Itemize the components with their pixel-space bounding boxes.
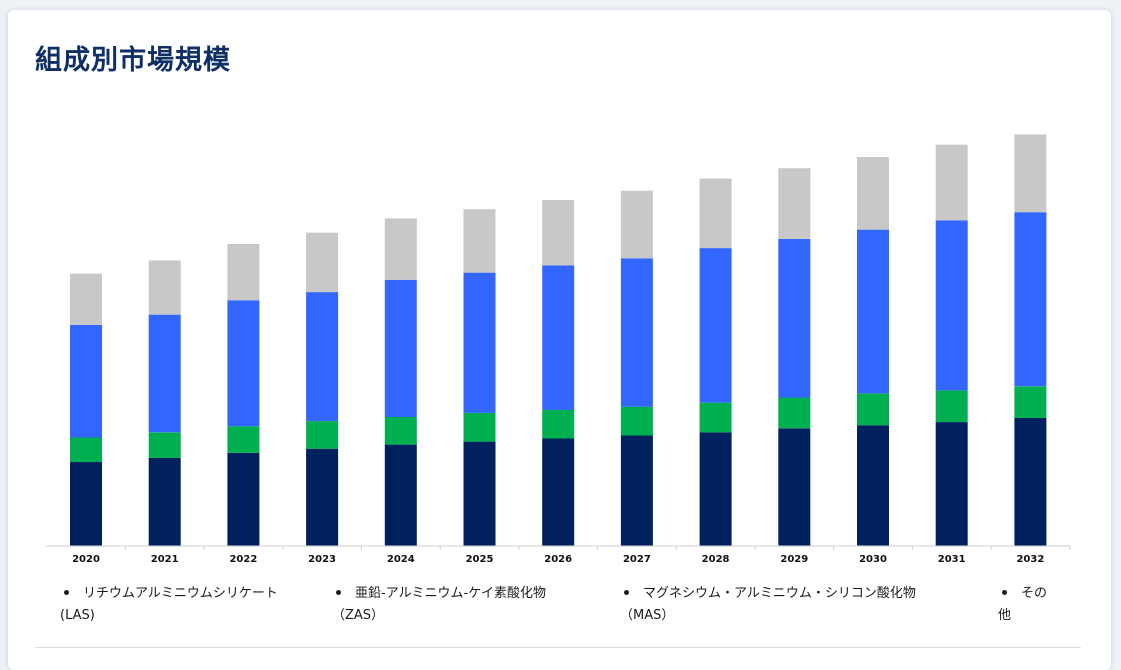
bar-segment-2023-s3 bbox=[306, 232, 339, 293]
bar-segment-2024-s3 bbox=[384, 218, 417, 280]
bar-segment-2027-s2 bbox=[620, 258, 653, 407]
bar-segment-2032-s0 bbox=[1014, 418, 1047, 546]
bullet-icon bbox=[336, 589, 341, 595]
bar-segment-2031-s3 bbox=[935, 144, 968, 221]
bar-segment-2023-s0 bbox=[306, 448, 339, 546]
bar-segment-2024-s1 bbox=[384, 417, 417, 445]
x-tick-label: 2030 bbox=[859, 554, 887, 565]
bar-segment-2031-s0 bbox=[935, 422, 968, 546]
bar-segment-2026-s1 bbox=[542, 409, 575, 439]
bar-segment-2024-s2 bbox=[384, 279, 417, 417]
bar-segment-2029-s1 bbox=[778, 397, 811, 429]
stacked-bar-chart: 2020 2021 2022 2023 2024 2025 2026 2027 2028 2029… bbox=[46, 134, 1071, 565]
bullet-icon bbox=[1002, 589, 1007, 595]
x-tick-label: 2032 bbox=[1016, 554, 1044, 565]
divider bbox=[35, 647, 1081, 648]
bullet-icon bbox=[64, 589, 69, 595]
chart-card: 組成別市場規模 2020 2021 2022 2023 2024 2025 2026 2027… bbox=[8, 10, 1111, 670]
x-tick-label: 2025 bbox=[466, 554, 494, 565]
bar-segment-2021-s0 bbox=[148, 458, 181, 546]
bar-segment-2032-s1 bbox=[1014, 386, 1047, 418]
bar-segment-2022-s3 bbox=[227, 244, 260, 301]
bar-segment-2026-s0 bbox=[542, 438, 575, 546]
bar-segment-2020-s3 bbox=[70, 273, 102, 325]
bar-segment-2022-s1 bbox=[227, 426, 260, 453]
bar-segment-2025-s0 bbox=[463, 441, 496, 546]
bar-segment-2029-s0 bbox=[778, 428, 811, 546]
bar-segment-2021-s3 bbox=[148, 260, 181, 315]
bar-segment-2028-s2 bbox=[699, 248, 732, 403]
bar-segment-2021-s1 bbox=[148, 432, 181, 458]
page-title: 組成別市場規模 bbox=[35, 45, 231, 76]
bar-segment-2030-s3 bbox=[857, 157, 889, 230]
x-tick-label: 2021 bbox=[151, 554, 179, 565]
bar-segment-2020-s0 bbox=[70, 462, 102, 546]
bar-segment-2025-s1 bbox=[463, 412, 496, 442]
legend-label-las-line2: (LAS) bbox=[60, 608, 95, 623]
x-tick-label: 2024 bbox=[387, 554, 415, 565]
bar-segment-2031-s2 bbox=[935, 220, 968, 391]
bar-segment-2031-s1 bbox=[935, 390, 968, 423]
x-tick-layer: 2020 2021 2022 2023 2024 2025 2026 2027 2028 2029… bbox=[72, 546, 1071, 565]
bars-layer bbox=[70, 134, 1047, 546]
x-tick-label: 2022 bbox=[229, 554, 257, 565]
bar-segment-2021-s2 bbox=[148, 314, 181, 433]
x-tick-label: 2028 bbox=[702, 554, 730, 565]
bar-segment-2030-s0 bbox=[857, 425, 889, 546]
bar-segment-2025-s2 bbox=[463, 272, 496, 413]
bar-segment-2032-s2 bbox=[1014, 212, 1047, 387]
x-tick-label: 2023 bbox=[308, 554, 336, 565]
bar-segment-2027-s3 bbox=[620, 190, 653, 259]
bar-segment-2020-s1 bbox=[70, 437, 102, 463]
bar-segment-2026-s3 bbox=[542, 200, 575, 266]
bar-segment-2023-s1 bbox=[306, 421, 339, 449]
bar-segment-2022-s0 bbox=[227, 452, 260, 546]
bar-segment-2029-s3 bbox=[778, 168, 811, 239]
bar-segment-2025-s3 bbox=[463, 209, 496, 273]
bar-segment-2022-s2 bbox=[227, 300, 260, 427]
x-tick-label: 2026 bbox=[544, 554, 572, 565]
x-tick-label: 2027 bbox=[623, 554, 651, 565]
bar-segment-2027-s1 bbox=[620, 406, 653, 436]
bar-segment-2030-s1 bbox=[857, 393, 889, 426]
x-tick-label: 2020 bbox=[72, 554, 100, 565]
legend-label-other-line2: 他 bbox=[998, 608, 1012, 623]
bar-segment-2026-s2 bbox=[542, 265, 575, 410]
bullet-icon bbox=[624, 589, 629, 595]
legend-label-zas-line2: （ZAS） bbox=[332, 608, 385, 623]
bar-segment-2032-s3 bbox=[1014, 134, 1047, 213]
bar-segment-2028-s3 bbox=[699, 178, 732, 249]
bar-segment-2024-s0 bbox=[384, 444, 417, 546]
legend-label-mas-line2: （MAS） bbox=[620, 608, 675, 623]
bar-segment-2020-s2 bbox=[70, 324, 102, 438]
bar-segment-2029-s2 bbox=[778, 238, 811, 398]
bar-segment-2028-s0 bbox=[699, 432, 732, 546]
bar-segment-2027-s0 bbox=[620, 435, 653, 546]
bar-segment-2030-s2 bbox=[857, 229, 889, 394]
x-tick-label: 2029 bbox=[780, 554, 808, 565]
bar-segment-2028-s1 bbox=[699, 402, 732, 433]
bar-segment-2023-s2 bbox=[306, 292, 339, 422]
x-tick-label: 2031 bbox=[938, 554, 966, 565]
